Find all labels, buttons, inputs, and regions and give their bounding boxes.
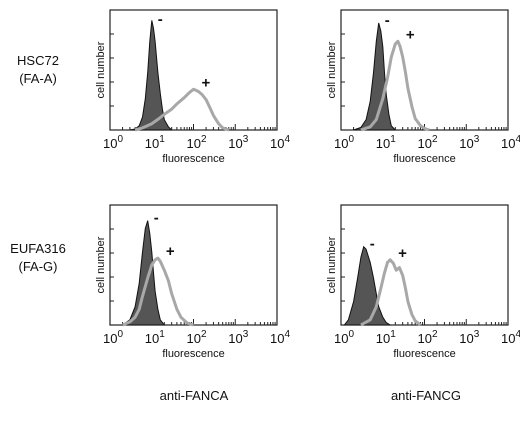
x-tick-label: 103 — [459, 134, 479, 151]
series-positive-histogram — [122, 256, 194, 327]
row-label-hsc72: HSC72 (FA-A) — [2, 52, 74, 88]
x-tick-label: 103 — [228, 134, 248, 151]
series-negative-histogram — [343, 245, 392, 326]
x-tick-label: 104 — [501, 134, 520, 151]
x-tick-label: 101 — [376, 329, 396, 346]
x-tick-label: 104 — [270, 134, 290, 151]
row-label-eufa316: EUFA316 (FA-G) — [0, 240, 76, 276]
series-label-plus: + — [406, 26, 415, 43]
series-label-minus: - — [370, 236, 375, 253]
y-axis-label: cell number — [95, 41, 107, 98]
series-label-plus: + — [202, 74, 211, 91]
x-axis-label: fluorescence — [393, 153, 455, 165]
y-axis-label: cell number — [95, 236, 107, 293]
plot-frame — [109, 9, 278, 131]
histogram-panel-3: -+100 101 102 103 104 fluorescence cell number — [95, 204, 290, 360]
x-tick-label: 100 — [103, 329, 123, 346]
series-label-minus: - — [158, 11, 163, 28]
series-negative-histogram — [129, 20, 173, 131]
y-axis-label: cell number — [326, 41, 338, 98]
x-tick-label: 100 — [334, 329, 354, 346]
series-negative-histogram — [353, 22, 397, 131]
x-tick-label: 103 — [459, 329, 479, 346]
series-label-plus: + — [398, 245, 407, 262]
series-label-minus: - — [385, 12, 390, 29]
x-tick-label: 101 — [145, 329, 165, 346]
y-axis-label: cell number — [326, 236, 338, 293]
column-label-anti-fanca: anti-FANCA — [159, 388, 229, 403]
histogram-panel-1: - +100 101 102 103 104 fluorescence cell number — [95, 9, 290, 165]
histogram-panel-2: -+100 101 102 103 104 fluorescence cell number — [326, 9, 520, 165]
x-tick-label: 101 — [376, 134, 396, 151]
x-tick-label: 103 — [228, 329, 248, 346]
x-axis-label: fluorescence — [162, 153, 224, 165]
series-positive-histogram — [134, 87, 230, 132]
x-tick-label: 100 — [103, 134, 123, 151]
histogram-panel-4: - +100 101 102 103 104 fluorescence cell number — [326, 204, 520, 360]
x-axis-label: fluorescence — [162, 348, 224, 360]
x-tick-label: 100 — [334, 134, 354, 151]
row-label-hsc72-line2: (FA-A) — [19, 71, 57, 86]
column-label-anti-fancg: anti-FANCG — [390, 388, 462, 403]
series-negative-histogram — [121, 220, 166, 326]
row-label-eufa316-line1: EUFA316 — [10, 241, 66, 256]
series-label-plus: + — [166, 243, 175, 260]
plot-frame — [340, 9, 509, 131]
x-tick-label: 102 — [418, 329, 438, 346]
series-positive-histogram — [360, 258, 422, 327]
row-label-hsc72-line1: HSC72 — [17, 53, 59, 68]
x-tick-label: 102 — [187, 134, 207, 151]
x-axis-label: fluorescence — [393, 348, 455, 360]
series-positive-histogram — [360, 39, 430, 132]
row-label-eufa316-line2: (FA-G) — [18, 259, 58, 274]
x-tick-label: 102 — [187, 329, 207, 346]
x-tick-label: 101 — [145, 134, 165, 151]
x-tick-label: 104 — [501, 329, 520, 346]
x-tick-label: 104 — [270, 329, 290, 346]
series-label-minus: - — [154, 210, 159, 227]
x-tick-label: 102 — [418, 134, 438, 151]
